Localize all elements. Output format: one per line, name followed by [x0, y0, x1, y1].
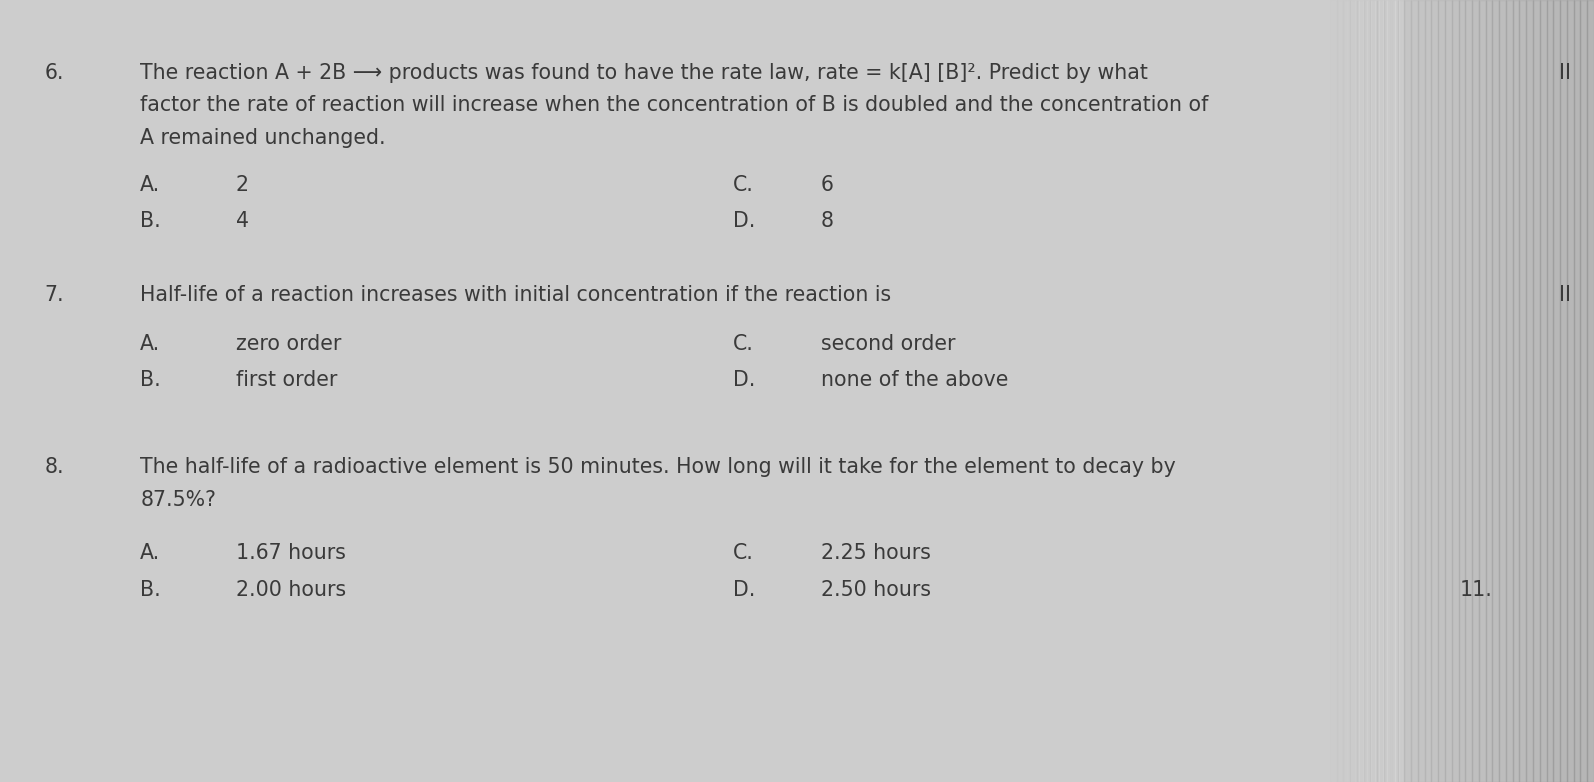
Bar — [1561, 0, 1567, 782]
Text: A.: A. — [140, 543, 161, 564]
Bar — [1425, 0, 1431, 782]
Bar — [1398, 0, 1404, 782]
Text: 2: 2 — [236, 175, 249, 196]
Bar — [1331, 0, 1334, 782]
Bar — [1379, 0, 1382, 782]
Text: 87.5%?: 87.5%? — [140, 490, 217, 511]
Bar — [1479, 0, 1486, 782]
Bar — [1492, 0, 1498, 782]
Bar — [1506, 0, 1513, 782]
Text: 6.: 6. — [45, 63, 64, 83]
Text: 2.50 hours: 2.50 hours — [821, 580, 931, 601]
Text: A.: A. — [140, 334, 161, 354]
Text: 2.00 hours: 2.00 hours — [236, 580, 346, 601]
Bar — [1377, 0, 1384, 782]
Bar — [1323, 0, 1329, 782]
Bar — [1567, 0, 1573, 782]
Bar — [1355, 0, 1358, 782]
Bar — [1438, 0, 1444, 782]
Bar — [1546, 0, 1553, 782]
Text: C.: C. — [733, 334, 754, 354]
Bar — [1411, 0, 1419, 782]
Bar — [1334, 0, 1339, 782]
Bar — [1513, 0, 1519, 782]
Bar — [1533, 0, 1540, 782]
Bar — [1398, 0, 1403, 782]
Bar — [1371, 0, 1374, 782]
Bar — [1452, 0, 1459, 782]
Bar — [1580, 0, 1588, 782]
Bar — [1387, 0, 1390, 782]
Bar — [1350, 0, 1356, 782]
Bar — [1390, 0, 1398, 782]
Bar — [1417, 0, 1425, 782]
Bar — [1366, 0, 1371, 782]
Bar — [1498, 0, 1506, 782]
Text: The reaction A + 2B ⟶ products was found to have the rate law, rate = k[A] [B]².: The reaction A + 2B ⟶ products was found… — [140, 63, 1148, 83]
Text: II: II — [1559, 63, 1572, 83]
Bar — [1444, 0, 1452, 782]
Bar — [1486, 0, 1492, 782]
Bar — [1329, 0, 1336, 782]
Text: 1.67 hours: 1.67 hours — [236, 543, 346, 564]
Bar — [1347, 0, 1350, 782]
Bar — [1358, 0, 1363, 782]
Bar — [1540, 0, 1546, 782]
Bar — [1344, 0, 1350, 782]
Text: The half-life of a radioactive element is 50 minutes. How long will it take for : The half-life of a radioactive element i… — [140, 457, 1176, 478]
Text: A.: A. — [140, 175, 161, 196]
Bar — [1371, 0, 1377, 782]
Text: 11.: 11. — [1460, 580, 1494, 601]
Bar — [1374, 0, 1379, 782]
Text: D.: D. — [733, 580, 756, 601]
Text: C.: C. — [733, 543, 754, 564]
Bar — [1326, 0, 1331, 782]
Text: first order: first order — [236, 370, 338, 390]
Bar — [1459, 0, 1465, 782]
Bar — [1339, 0, 1342, 782]
Bar — [1356, 0, 1363, 782]
Text: Half-life of a reaction increases with initial concentration if the reaction is: Half-life of a reaction increases with i… — [140, 285, 891, 306]
Bar — [1553, 0, 1561, 782]
Bar — [1395, 0, 1398, 782]
Text: second order: second order — [821, 334, 955, 354]
Text: D.: D. — [733, 370, 756, 390]
Bar — [1350, 0, 1355, 782]
Text: B.: B. — [140, 580, 161, 601]
Text: II: II — [1559, 285, 1572, 306]
Text: 2.25 hours: 2.25 hours — [821, 543, 931, 564]
Text: 7.: 7. — [45, 285, 64, 306]
Text: factor the rate of reaction will increase when the concentration of B is doubled: factor the rate of reaction will increas… — [140, 95, 1208, 116]
Bar — [1404, 0, 1411, 782]
Text: zero order: zero order — [236, 334, 341, 354]
Text: C.: C. — [733, 175, 754, 196]
Bar — [1573, 0, 1580, 782]
Bar — [1431, 0, 1438, 782]
Bar — [1527, 0, 1533, 782]
Bar — [1519, 0, 1525, 782]
Text: B.: B. — [140, 211, 161, 231]
Text: none of the above: none of the above — [821, 370, 1009, 390]
Bar — [1342, 0, 1347, 782]
Text: 4: 4 — [236, 211, 249, 231]
Bar — [1465, 0, 1471, 782]
Text: D.: D. — [733, 211, 756, 231]
Bar — [1384, 0, 1390, 782]
Text: A remained unchanged.: A remained unchanged. — [140, 128, 386, 149]
Bar — [1363, 0, 1366, 782]
Bar — [1336, 0, 1344, 782]
Bar — [1363, 0, 1371, 782]
Bar — [1323, 0, 1326, 782]
Bar — [1382, 0, 1387, 782]
Bar — [1390, 0, 1395, 782]
Text: 6: 6 — [821, 175, 834, 196]
Bar — [1588, 0, 1594, 782]
Text: B.: B. — [140, 370, 161, 390]
Text: 8.: 8. — [45, 457, 64, 478]
Bar — [1471, 0, 1479, 782]
Text: 8: 8 — [821, 211, 834, 231]
